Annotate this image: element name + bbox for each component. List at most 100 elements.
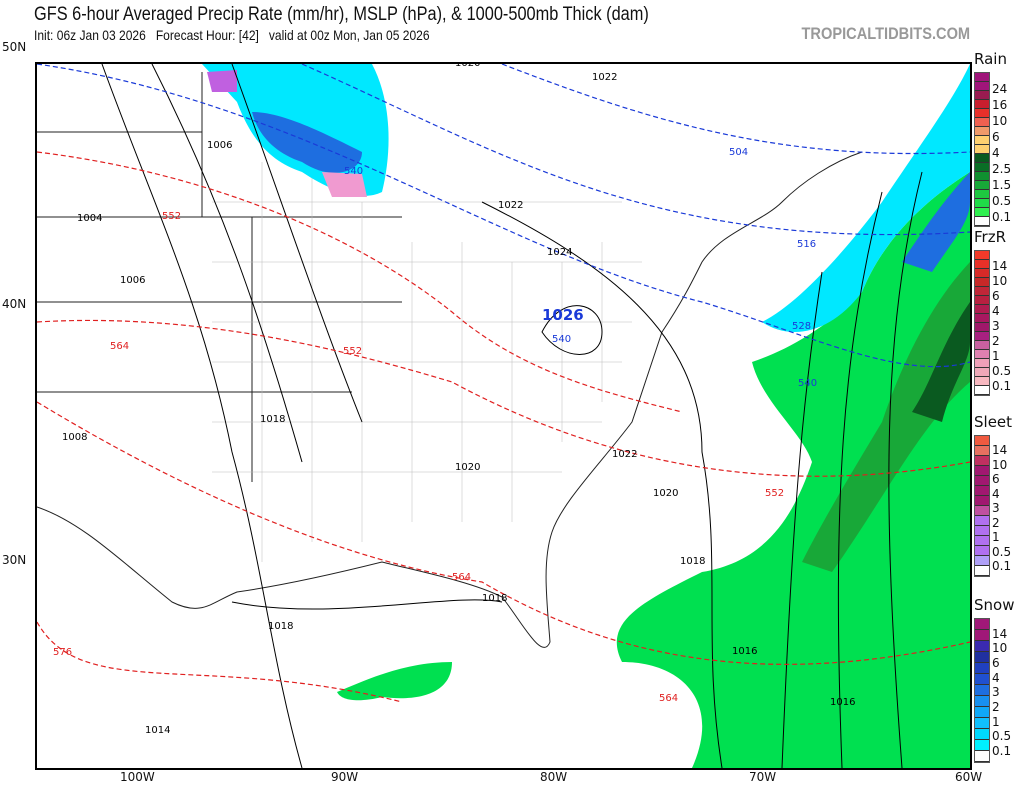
legend-tick: 4 xyxy=(992,486,1000,501)
brand-watermark: TROPICALTIDBITS.COM xyxy=(801,24,970,43)
color-swatch xyxy=(975,305,989,314)
color-swatch xyxy=(975,685,989,696)
color-swatch xyxy=(975,100,989,109)
legend-tick: 10 xyxy=(992,641,1008,656)
isobar-label: 1020 xyxy=(455,462,480,473)
legend-tick: 24 xyxy=(992,82,1008,96)
color-swatch xyxy=(975,332,989,341)
coastlines xyxy=(37,72,863,648)
color-swatch xyxy=(975,740,989,751)
isobar-label: 1022 xyxy=(612,449,637,460)
isobar-label: 1018 xyxy=(260,414,285,425)
color-swatch xyxy=(975,136,989,145)
legend-tick: 2 xyxy=(992,334,1000,348)
isobar-label: 1006 xyxy=(207,140,232,151)
legend-tick: 6 xyxy=(992,130,1000,144)
legend-tick: 6 xyxy=(992,656,1000,670)
color-swatch xyxy=(975,269,989,278)
color-swatch xyxy=(975,91,989,100)
color-swatch xyxy=(975,751,989,762)
thickness-label: 576 xyxy=(53,647,72,658)
thickness-label: 552 xyxy=(162,211,181,222)
legend-tick: 16 xyxy=(992,98,1008,112)
color-swatch xyxy=(975,446,989,456)
color-swatch xyxy=(975,278,989,287)
isobar-label: 1024 xyxy=(547,247,572,258)
legend-tick: 3 xyxy=(992,501,1000,516)
lon-label: 60W xyxy=(955,770,983,784)
color-swatch xyxy=(975,566,989,576)
isobar-label: 1016 xyxy=(830,697,855,708)
legend-tick: 14 xyxy=(992,259,1008,273)
color-swatch xyxy=(975,109,989,118)
legend-title: Sleet xyxy=(974,413,1013,431)
color-swatch xyxy=(975,674,989,685)
thickness-label: 564 xyxy=(110,341,129,352)
isobar-label: 1016 xyxy=(732,646,757,657)
map-subtitle: Init: 06z Jan 03 2026 Forecast Hour: [42… xyxy=(34,27,430,43)
color-swatch xyxy=(975,696,989,707)
color-swatch xyxy=(975,287,989,296)
color-swatch xyxy=(975,181,989,190)
legend-rain: Rain 24 16 10 6 4 2.5 1.5 0.5 0.1 xyxy=(974,50,1011,227)
color-swatch xyxy=(975,190,989,199)
weather-map[interactable]: 1026 1020 1022 1006 1004 1006 1022 1024 … xyxy=(35,62,972,770)
thickness-label: 540 xyxy=(552,334,571,345)
legend-tick: 0.1 xyxy=(992,744,1012,758)
precip-rain xyxy=(337,172,970,768)
lat-label: 50N xyxy=(2,40,27,54)
legend-tick: 4 xyxy=(992,146,1000,160)
color-swatch xyxy=(975,217,989,226)
legend-tick: 0.1 xyxy=(992,559,1012,573)
legend-tick: 2 xyxy=(992,515,1000,530)
lon-label: 70W xyxy=(749,770,777,784)
color-swatch xyxy=(975,486,989,496)
high-pressure-label: 1026 xyxy=(542,306,584,324)
legend-frzr: FrzR 14 10 6 4 3 2 1 0.5 0.1 xyxy=(974,228,1011,396)
color-swatch xyxy=(975,556,989,566)
thickness-label: 528 xyxy=(792,321,811,332)
color-swatch xyxy=(975,163,989,172)
thickness-label: 540 xyxy=(798,378,817,389)
lat-label: 30N xyxy=(2,553,27,567)
color-swatch xyxy=(975,199,989,208)
legend-tick: 1 xyxy=(992,714,1000,729)
color-swatch xyxy=(975,476,989,486)
color-swatch xyxy=(975,377,989,386)
legend-tick: 2 xyxy=(992,700,1000,714)
color-swatch xyxy=(975,652,989,663)
isobar-label: 1004 xyxy=(77,213,102,224)
legend-title: Rain xyxy=(974,50,1007,68)
color-swatch xyxy=(975,456,989,466)
legend-tick: 2.5 xyxy=(992,162,1012,176)
color-swatch xyxy=(975,251,989,260)
thickness-label: 564 xyxy=(452,572,471,583)
thickness-label: 564 xyxy=(659,693,678,704)
color-swatch xyxy=(975,323,989,332)
legend-tick: 10 xyxy=(992,457,1008,472)
color-swatch xyxy=(975,154,989,163)
legend-tick: 3 xyxy=(992,685,1000,700)
color-swatch xyxy=(975,630,989,641)
color-swatch xyxy=(975,718,989,729)
thickness-label: 552 xyxy=(765,488,784,499)
color-swatch xyxy=(975,729,989,740)
isobar-label: 1018 xyxy=(680,556,705,567)
lon-label: 80W xyxy=(540,770,568,784)
legend-tick: 4 xyxy=(992,304,1000,318)
legend-tick: 0.1 xyxy=(992,379,1012,393)
legend-tick: 1.5 xyxy=(992,178,1012,192)
lon-label: 100W xyxy=(120,770,155,784)
legend-title: FrzR xyxy=(974,228,1006,246)
legend-tick: 0.5 xyxy=(992,194,1012,208)
color-swatch xyxy=(975,82,989,91)
color-swatch xyxy=(975,496,989,506)
color-swatch xyxy=(975,118,989,127)
color-swatch xyxy=(975,526,989,536)
legend-tick: 10 xyxy=(992,274,1008,288)
color-swatch xyxy=(975,516,989,526)
lat-label: 40N xyxy=(2,297,27,311)
isobar-label: 1008 xyxy=(62,432,87,443)
isobar-label: 1020 xyxy=(455,62,480,69)
legend-tick: 3 xyxy=(992,319,1000,333)
